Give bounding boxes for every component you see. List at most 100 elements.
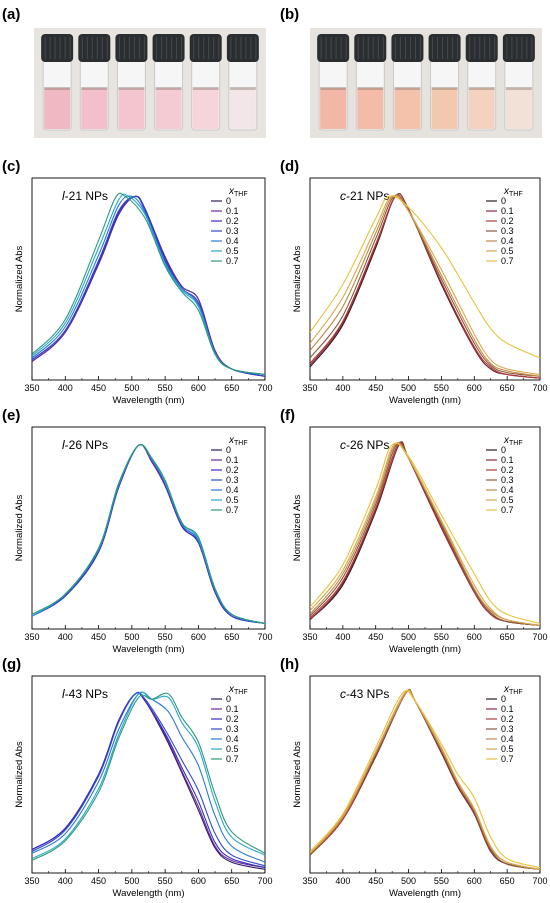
- vial-photo-b: [310, 28, 542, 138]
- x-tick-label: 650: [500, 632, 515, 642]
- panel-label-b: (b): [280, 6, 300, 23]
- vial-cap: [226, 34, 259, 62]
- vial-meniscus: [394, 87, 421, 90]
- series-line-0.5: [310, 195, 540, 376]
- vial-meniscus: [431, 87, 458, 90]
- x-tick-label: 400: [335, 876, 350, 886]
- x-tick-label: 450: [91, 876, 106, 886]
- absorbance-chart-h: 350 400 450 500 550 600 650 700 Wavelength (nm) N…: [292, 675, 548, 899]
- chart-title-text: -43 NPs: [65, 687, 108, 701]
- y-axis-title: Normalized Abs: [14, 741, 25, 808]
- legend-entry: 0.3: [501, 226, 514, 236]
- legend-entry: 0.4: [501, 236, 514, 246]
- legend-title-x: x: [503, 684, 510, 695]
- x-tick-label: 700: [532, 876, 547, 886]
- panel-label-c: (c): [2, 158, 21, 175]
- legend-entry: 0: [501, 196, 506, 206]
- vial-liquid: [155, 88, 182, 129]
- x-tick-label: 350: [302, 632, 317, 642]
- legend-entry: 0.5: [501, 495, 514, 505]
- vial: [226, 34, 259, 131]
- vial: [354, 34, 387, 131]
- vial-cap: [354, 34, 387, 62]
- chart-title: c-43 NPs: [340, 687, 389, 701]
- vial: [189, 34, 222, 131]
- x-tick-label: 600: [467, 876, 482, 886]
- series-line-0.7: [310, 195, 540, 359]
- series-line-0.3: [310, 689, 540, 870]
- x-tick-label: 400: [58, 632, 73, 642]
- vial-liquid: [505, 88, 532, 129]
- series-group: [310, 441, 540, 626]
- x-tick-label: 550: [158, 383, 173, 393]
- legend-title: xTHF: [503, 186, 523, 198]
- x-tick-label: 550: [434, 632, 449, 642]
- legend-entry: 0.2: [226, 714, 239, 724]
- x-tick-label: 450: [91, 632, 106, 642]
- vial-liquid: [118, 88, 145, 129]
- series-line-0.7: [32, 692, 265, 861]
- chart-title-prefix: c: [340, 438, 346, 452]
- vial-photo-a: [34, 28, 266, 138]
- series-group: [310, 688, 540, 870]
- series-line-0.5: [32, 691, 265, 860]
- chart-title: l-26 NPs: [62, 438, 108, 452]
- chart-title: l-21 NPs: [62, 189, 108, 203]
- legend-title-sub: THF: [509, 191, 523, 198]
- vial-liquid: [229, 88, 256, 129]
- legend-entry: 0.2: [501, 465, 514, 475]
- vial-meniscus: [155, 87, 182, 90]
- x-tick-label: 550: [434, 383, 449, 393]
- vial-cap: [189, 34, 222, 62]
- x-tick-label: 650: [500, 383, 515, 393]
- vial-meniscus: [468, 87, 495, 90]
- x-tick-label: 600: [191, 876, 206, 886]
- x-axis-title: Wavelength (nm): [389, 395, 461, 406]
- vial: [115, 34, 148, 131]
- legend-entry: 0.1: [226, 704, 239, 714]
- x-tick-label: 350: [24, 383, 39, 393]
- vial: [41, 34, 74, 131]
- legend-title: xTHF: [228, 186, 248, 198]
- chart-title: c-26 NPs: [340, 438, 389, 452]
- vial: [465, 34, 498, 131]
- x-tick-label: 400: [335, 632, 350, 642]
- legend-entry: 0.5: [226, 744, 239, 754]
- vial-meniscus: [81, 87, 108, 90]
- vial-liquid: [192, 88, 219, 129]
- chart-title-prefix: c: [340, 189, 346, 203]
- vial-cap: [391, 34, 424, 62]
- vial-liquid: [431, 88, 458, 129]
- absorbance-chart-c: 350 400 450 500 550 600 650 700 Wavelength (nm) N…: [14, 177, 273, 406]
- x-tick-label: 550: [158, 632, 173, 642]
- series-line-0.7: [32, 443, 265, 625]
- x-tick-label: 600: [191, 632, 206, 642]
- y-axis-title: Normalized Abs: [14, 245, 25, 312]
- x-tick-label: 350: [24, 876, 39, 886]
- legend-entry: 0.7: [226, 256, 239, 266]
- vial-meniscus: [192, 87, 219, 90]
- series-group: [32, 192, 265, 377]
- chart-title-text: -43 NPs: [346, 687, 389, 701]
- y-axis-title: Normalized Abs: [292, 741, 303, 808]
- x-axis-title: Wavelength (nm): [113, 888, 185, 899]
- y-axis-title: Normalized Abs: [292, 494, 303, 561]
- vial-cap: [41, 34, 74, 62]
- x-tick-label: 550: [158, 876, 173, 886]
- series-line-0.7: [310, 690, 540, 869]
- vial: [428, 34, 461, 131]
- x-tick-label: 500: [401, 876, 416, 886]
- x-tick-label: 500: [124, 383, 139, 393]
- legend-entry: 0.5: [501, 744, 514, 754]
- x-tick-label: 400: [58, 876, 73, 886]
- legend-entry: 0.2: [226, 465, 239, 475]
- absorbance-chart-g: 350 400 450 500 550 600 650 700 Wavelength (nm) N…: [14, 675, 273, 899]
- panel-label-g: (g): [2, 656, 22, 673]
- x-tick-label: 600: [467, 632, 482, 642]
- legend-entry: 0.2: [501, 216, 514, 226]
- y-axis-title: Normalized Abs: [292, 245, 303, 312]
- series-line-0.1: [310, 688, 540, 870]
- panel-label-a: (a): [2, 6, 21, 23]
- legend-entry: 0.1: [501, 455, 514, 465]
- legend-entry: 0.3: [501, 724, 514, 734]
